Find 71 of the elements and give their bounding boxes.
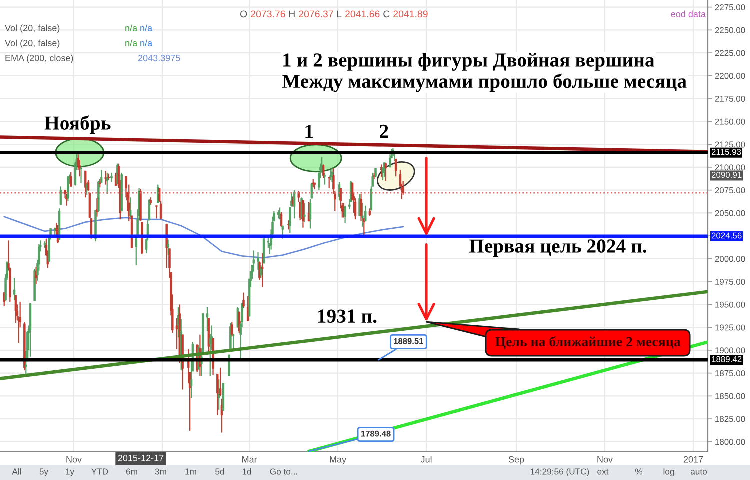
- y-tick-label: 1850.00: [716, 393, 746, 400]
- y-tick-label: 2225.00: [715, 50, 746, 56]
- annotation: eod data: [671, 10, 706, 18]
- y-tick-label: 1875.00: [716, 370, 746, 376]
- annotation: O 2073.76 H 2076.37 L 2041.66 C 2041.89: [240, 10, 428, 18]
- candlestick: [282, 225, 284, 240]
- candlestick: [135, 237, 138, 266]
- candlestick: [60, 186, 62, 206]
- text: Vol (20, false) n/a n/a: [5, 24, 153, 34]
- annotation: Ноябрь: [44, 116, 111, 134]
- text: Между максимумами прошло больше месяца: [282, 74, 687, 92]
- y-tick-label: 2200.00: [715, 73, 746, 80]
- y-tick-label: 2275.00: [715, 4, 746, 10]
- annotation: 1889.51: [394, 338, 424, 344]
- text: All: [12, 468, 22, 475]
- x-tick-label: Nov: [598, 456, 613, 463]
- x-tick-label: Sep: [508, 456, 524, 465]
- y-tick-label: 2175.00: [715, 96, 746, 102]
- text: 5y: [40, 468, 49, 477]
- x-tick-label: Jul: [420, 456, 432, 463]
- text: log: [664, 468, 674, 477]
- text: 1 и 2 вершины фигуры Двойная вершина: [284, 53, 655, 71]
- text: 1d: [242, 468, 252, 475]
- y-tick-label: 2050.00: [715, 210, 746, 216]
- text: Vol (20, false) n/a n/a: [5, 40, 153, 48]
- text: 2015-12-17: [118, 455, 164, 462]
- candlestick: [110, 172, 113, 183]
- x-tick-label: May: [330, 456, 347, 465]
- text: 3m: [155, 468, 166, 475]
- y-tick-label: 2250.00: [715, 27, 746, 34]
- text: %: [635, 468, 643, 475]
- text: Go to...: [270, 468, 298, 475]
- annotation: 1: [306, 125, 313, 138]
- candlestick: [156, 205, 158, 220]
- y-tick-label: 1925.00: [716, 324, 746, 331]
- text: 1m: [186, 468, 196, 475]
- candlestick: [252, 250, 256, 272]
- text: 5d: [216, 468, 224, 475]
- annotation: 1789.48: [361, 430, 391, 437]
- annotation: 1931 п.: [318, 310, 377, 324]
- ref-line-label: 1889.42: [712, 356, 742, 362]
- y-tick-label: 2000.00: [715, 256, 746, 262]
- y-tick-label: 1975.00: [716, 278, 746, 285]
- y-tick-label: 2075.00: [715, 187, 746, 194]
- y-tick-label: 2150.00: [715, 118, 746, 125]
- text: 6m: [126, 468, 138, 475]
- annotation: 2: [380, 124, 388, 138]
- ref-line-label: 2115.93: [712, 149, 742, 156]
- annotation: Цель на ближайшие 2 месяца: [495, 336, 681, 350]
- annotation: EMA (200, close): [6, 54, 74, 64]
- x-tick-label: Nov: [66, 456, 82, 463]
- candlestick: [166, 224, 168, 269]
- text: ext: [598, 469, 609, 475]
- annotation: 2043.3975: [138, 55, 180, 62]
- annotation: 2090.91: [712, 172, 742, 178]
- candlestick: [328, 176, 330, 190]
- y-tick-label: 1900.00: [716, 348, 746, 354]
- y-tick-label: 2125.00: [715, 142, 746, 148]
- y-tick-label: 1825.00: [716, 416, 746, 422]
- x-tick-label: Mar: [242, 456, 258, 463]
- y-tick-label: 1950.00: [716, 302, 746, 308]
- y-tick-label: 2100.00: [715, 164, 746, 171]
- text: YTD: [92, 468, 108, 475]
- text: 14:29:56 (UTC): [530, 468, 590, 477]
- annotation: Первая цель 2024 п.: [469, 240, 647, 257]
- text: auto: [690, 469, 708, 475]
- x-tick-label: 2017: [684, 456, 704, 463]
- y-tick-label: 1800.00: [716, 439, 746, 446]
- text: 1y: [66, 468, 75, 477]
- ref-line-label: 2024.56: [712, 232, 742, 239]
- candlestick: [384, 162, 388, 182]
